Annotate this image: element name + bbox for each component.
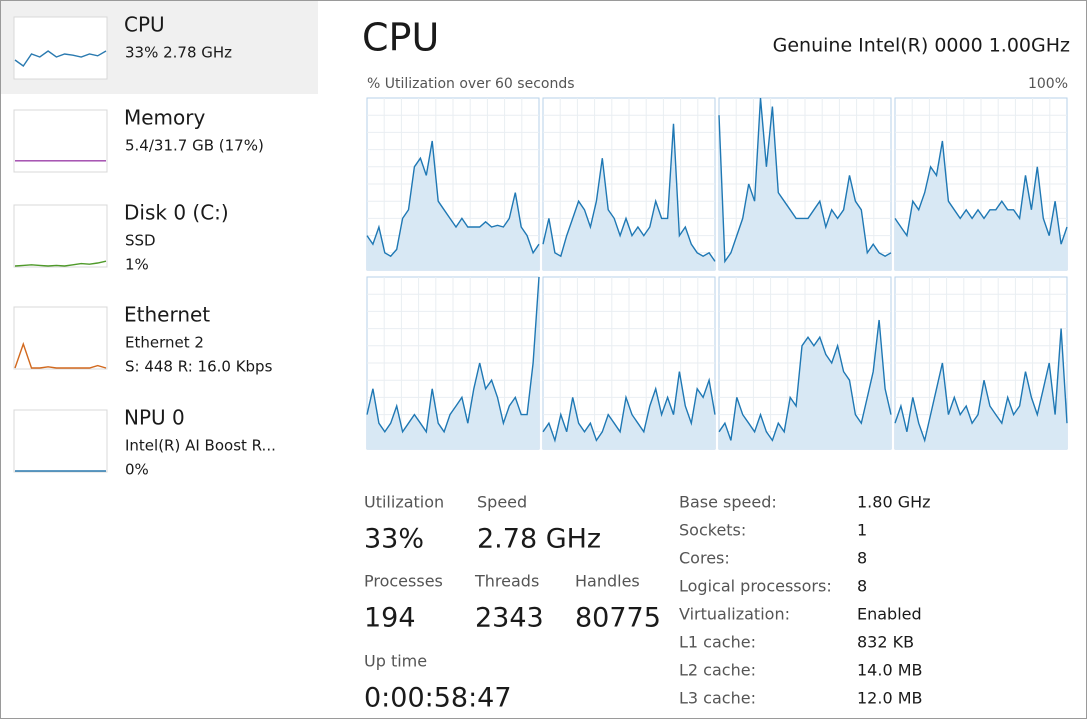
spec-value: 1.80 GHz <box>857 493 931 512</box>
core-graph-line <box>718 97 892 264</box>
core-graph-area <box>367 277 539 449</box>
spec-label: L1 cache: <box>679 633 756 652</box>
spec-value: 8 <box>857 549 867 568</box>
spec-value: 14.0 MB <box>857 661 923 680</box>
thumbnail-line <box>14 260 107 267</box>
stat-label: Threads <box>474 572 539 591</box>
item-name: NPU 0 <box>124 406 185 430</box>
stat-label: Utilization <box>364 493 444 512</box>
stat-label: Speed <box>477 493 527 512</box>
core-graph-line <box>542 371 716 443</box>
item-detail: 5.4/31.7 GB (17%) <box>125 137 264 155</box>
page-title: CPU <box>362 16 439 60</box>
item-name: Ethernet <box>124 303 210 327</box>
thumbnail-frame <box>13 109 108 173</box>
core-graph-area <box>543 123 715 270</box>
stat-value: 194 <box>364 603 416 634</box>
spec-label: Logical processors: <box>679 577 832 596</box>
item-detail: 33% 2.78 GHz <box>125 44 232 62</box>
stat-label: Handles <box>575 572 640 591</box>
thumbnail-line <box>14 50 107 67</box>
item-name: CPU <box>124 13 165 37</box>
thumbnail-frame <box>13 409 108 473</box>
stat-value: 80775 <box>575 603 661 634</box>
processor-name: Genuine Intel(R) 0000 1.00GHz <box>773 35 1070 57</box>
graph-label: % Utilization over 60 seconds <box>367 76 575 92</box>
core-graph-line <box>366 140 540 258</box>
stat-label: Up time <box>364 652 427 671</box>
core-graph-area <box>719 98 891 270</box>
core-graph-line <box>894 328 1068 443</box>
core-graph-line <box>894 140 1068 245</box>
stat-value: 33% <box>364 524 424 555</box>
thumbnail-frame <box>13 204 108 268</box>
stat-value: 0:00:58:47 <box>364 683 512 714</box>
spec-value: 832 KB <box>857 633 914 652</box>
core-graph-line <box>542 123 716 262</box>
spec-value: 12.0 MB <box>857 689 923 708</box>
item-detail: SSD <box>125 232 156 250</box>
item-detail: Ethernet 2 <box>125 334 204 352</box>
item-detail: S: 448 R: 16.0 Kbps <box>125 358 273 376</box>
stat-label: Processes <box>364 572 443 591</box>
spec-label: Cores: <box>679 549 730 568</box>
spec-label: Sockets: <box>679 521 746 540</box>
item-name: Disk 0 (C:) <box>124 201 229 225</box>
item-detail: Intel(R) AI Boost R... <box>125 437 276 455</box>
spec-label: L3 cache: <box>679 689 756 708</box>
core-graph-line <box>718 319 892 442</box>
thumbnail-frame <box>13 306 108 370</box>
spec-label: L2 cache: <box>679 661 756 680</box>
item-detail: 0% <box>125 461 149 479</box>
thumbnail-frame <box>13 16 108 80</box>
core-graph-area <box>895 328 1067 449</box>
stat-value: 2.78 GHz <box>477 524 601 555</box>
core-graph-area <box>895 141 1067 270</box>
spec-label: Virtualization: <box>679 605 790 624</box>
core-graph-line <box>366 276 540 434</box>
graph-max: 100% <box>1028 76 1068 92</box>
spec-value: Enabled <box>857 605 922 624</box>
item-name: Memory <box>124 106 206 130</box>
core-graph-area <box>719 320 891 449</box>
spec-value: 8 <box>857 577 867 596</box>
spec-label: Base speed: <box>679 493 777 512</box>
item-detail: 1% <box>125 256 149 274</box>
spec-value: 1 <box>857 521 867 540</box>
thumbnail-line <box>14 341 107 369</box>
core-graph-area <box>367 141 539 270</box>
stat-value: 2343 <box>475 603 544 634</box>
